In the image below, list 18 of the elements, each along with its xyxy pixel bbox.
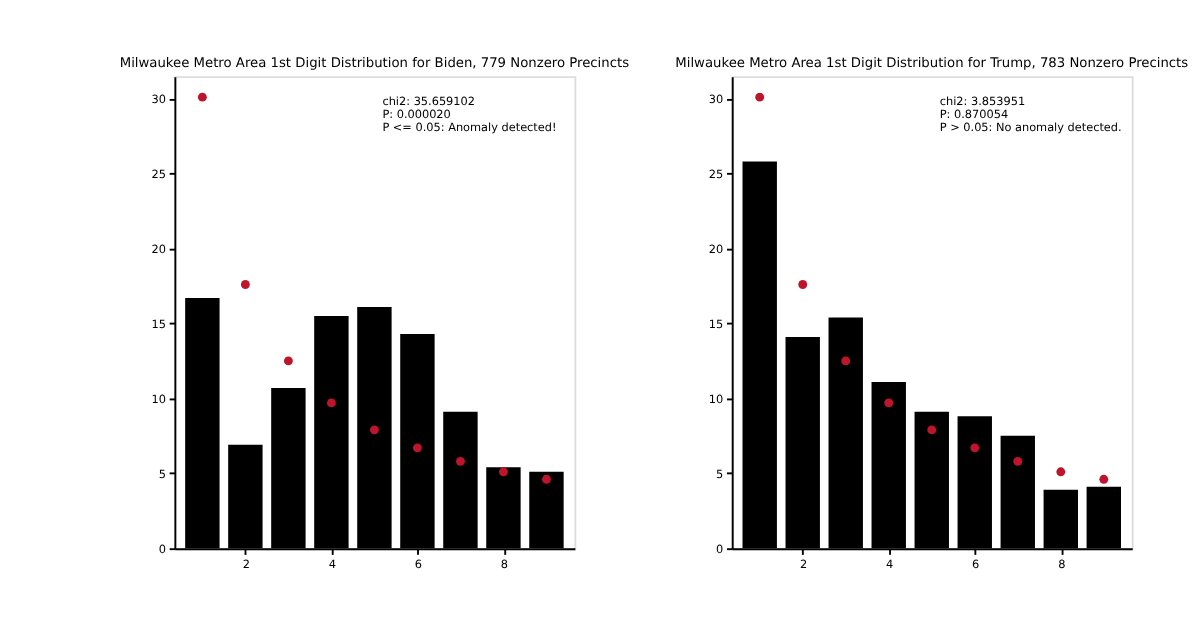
point [841,356,851,366]
point [498,467,508,477]
point [1099,474,1109,484]
point [455,456,465,466]
point [798,280,808,289]
point [970,443,980,453]
point [884,398,894,408]
point [197,92,207,102]
point [1056,467,1066,477]
point [542,474,551,484]
point [369,425,379,435]
point [1013,456,1023,466]
point [283,356,293,366]
point [412,443,422,453]
point [240,280,250,289]
point [326,398,336,408]
point [755,92,765,102]
point [927,425,937,435]
